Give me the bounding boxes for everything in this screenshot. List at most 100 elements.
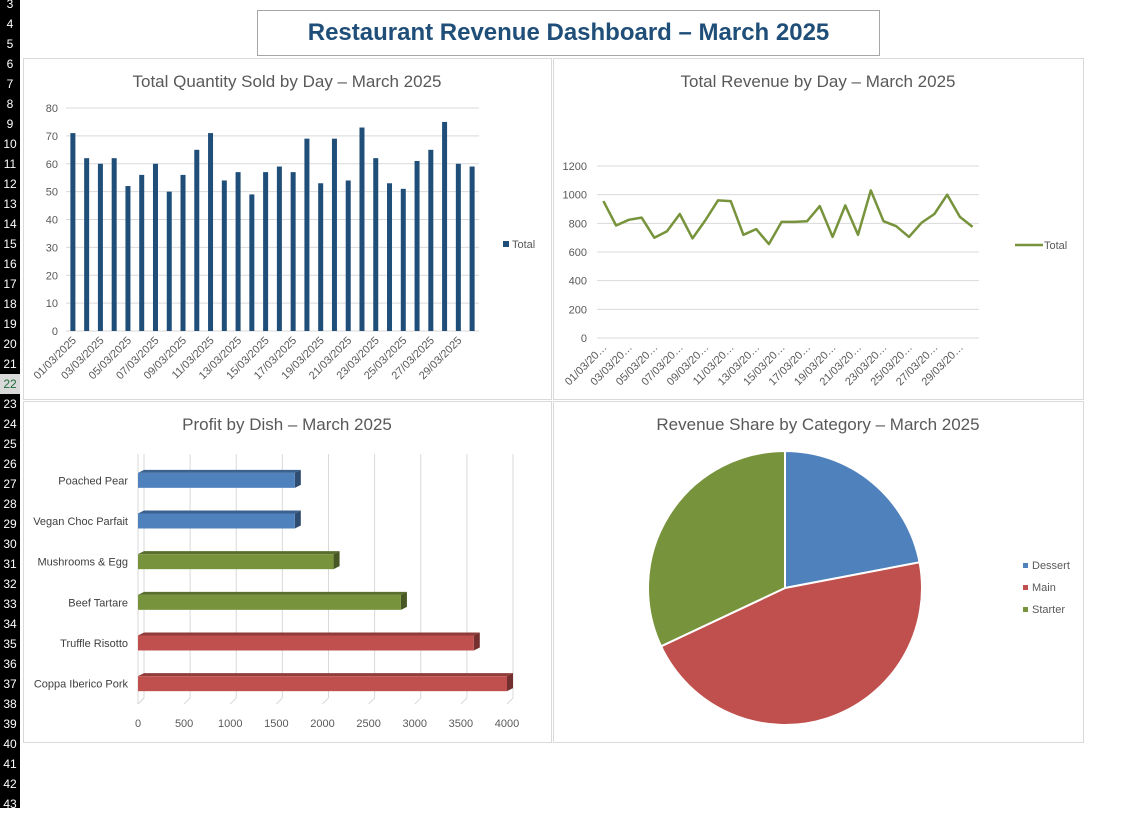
row-header-37[interactable]: 37	[3, 677, 17, 691]
category-label: Poached Pear	[58, 475, 128, 487]
row-header-15[interactable]: 15	[3, 237, 17, 251]
row-header-21[interactable]: 21	[3, 357, 17, 371]
row-header-34[interactable]: 34	[3, 617, 17, 631]
pie-slice	[659, 561, 923, 726]
row-header-27[interactable]: 27	[3, 477, 17, 491]
row-header-38[interactable]: 38	[3, 697, 17, 711]
row-header-30[interactable]: 30	[3, 537, 17, 551]
x-tick-label: 1000	[218, 718, 242, 730]
bar	[138, 673, 513, 692]
chart-title: Total Revenue by Day – March 2025	[681, 72, 956, 91]
bar	[318, 183, 324, 331]
bar	[194, 149, 200, 331]
y-tick-label: 50	[46, 187, 58, 199]
row-header-23[interactable]: 23	[3, 397, 17, 411]
y-tick-label: 80	[46, 103, 58, 115]
legend-label: Starter	[1032, 604, 1065, 616]
row-header-42[interactable]: 42	[3, 777, 17, 791]
row-header-41[interactable]: 41	[3, 757, 17, 771]
x-tick-label: 1500	[264, 718, 288, 730]
row-header-10[interactable]: 10	[3, 137, 17, 151]
legend-label: Total	[512, 239, 535, 251]
row-header-13[interactable]: 13	[3, 197, 17, 211]
row-header-35[interactable]: 35	[3, 637, 17, 651]
legend-label: Dessert	[1032, 560, 1070, 572]
gridline-floor	[506, 697, 514, 705]
row-header-7[interactable]: 7	[6, 77, 14, 91]
x-tick-label: 4000	[495, 718, 519, 730]
row-header-40[interactable]: 40	[3, 737, 17, 751]
legend-swatch	[1023, 585, 1028, 590]
row-header-26[interactable]: 26	[3, 457, 17, 471]
row-header-20[interactable]: 20	[3, 337, 17, 351]
x-tick-label: 2000	[310, 718, 334, 730]
bar	[359, 127, 365, 331]
row-header-5[interactable]: 5	[6, 37, 14, 51]
bar	[166, 191, 172, 331]
bar	[111, 158, 117, 331]
row-header-28[interactable]: 28	[3, 497, 17, 511]
chart-title: Revenue Share by Category – March 2025	[656, 415, 979, 434]
row-header-16[interactable]: 16	[3, 257, 17, 271]
row-header-43[interactable]: 43	[3, 797, 17, 811]
row-header-4[interactable]: 4	[6, 17, 14, 31]
bar	[125, 186, 131, 331]
gridline-floor	[460, 697, 468, 705]
row-header-8[interactable]: 8	[6, 97, 14, 111]
row-header-6[interactable]: 6	[6, 57, 14, 71]
legend-label: Main	[1032, 582, 1056, 594]
revenue-by-day-chart[interactable]: Total Revenue by Day – March 2025 0 200 400…	[553, 58, 1084, 400]
row-header-17[interactable]: 17	[3, 277, 17, 291]
category-label: Mushrooms & Egg	[38, 557, 128, 569]
x-tick-label: 0	[135, 718, 141, 730]
row-header-14[interactable]: 14	[3, 217, 17, 231]
y-tick-label: 0	[581, 333, 587, 345]
quantity-sold-chart[interactable]: Total Quantity Sold by Day – March 2025 0…	[23, 58, 552, 400]
row-header-19[interactable]: 19	[3, 317, 17, 331]
pie-slice	[784, 449, 921, 590]
row-header-32[interactable]: 32	[3, 577, 17, 591]
row-header-25[interactable]: 25	[3, 437, 17, 451]
row-header-3[interactable]: 3	[6, 0, 14, 11]
row-header-9[interactable]: 9	[6, 117, 14, 131]
bar	[469, 166, 475, 331]
y-tick-label: 70	[46, 131, 58, 143]
y-tick-label: 1000	[563, 190, 587, 202]
bar	[70, 133, 76, 331]
bar	[139, 174, 145, 331]
bar	[97, 163, 103, 331]
bar	[428, 149, 434, 331]
row-header-31[interactable]: 31	[3, 557, 17, 571]
row-header-18[interactable]: 18	[3, 297, 17, 311]
legend-label: Total	[1044, 240, 1067, 252]
y-tick-label: 30	[46, 242, 58, 254]
row-header-39[interactable]: 39	[3, 717, 17, 731]
bar	[235, 172, 241, 331]
row-header-36[interactable]: 36	[3, 657, 17, 671]
bar	[180, 174, 186, 331]
row-header-29[interactable]: 29	[3, 517, 17, 531]
row-header-24[interactable]: 24	[3, 417, 17, 431]
row-header-22[interactable]: 22	[0, 374, 20, 394]
y-tick-label: 600	[569, 247, 587, 259]
y-tick-label: 800	[569, 218, 587, 230]
legend-swatch	[503, 241, 509, 247]
profit-by-dish-chart[interactable]: Profit by Dish – March 2025 0 500 1000 1500 2…	[23, 401, 552, 743]
bar	[138, 510, 301, 529]
row-header-33[interactable]: 33	[3, 597, 17, 611]
bar	[263, 172, 269, 331]
bar	[331, 138, 337, 331]
x-tick-label: 500	[175, 718, 193, 730]
gridline-floor	[322, 697, 329, 705]
bar	[138, 469, 301, 488]
revenue-share-chart[interactable]: Revenue Share by Category – March 2025 De…	[553, 401, 1084, 743]
bar	[345, 180, 351, 331]
bar	[400, 188, 406, 331]
row-header-11[interactable]: 11	[3, 157, 17, 171]
row-header-12[interactable]: 12	[3, 177, 17, 191]
y-tick-label: 20	[46, 270, 58, 282]
y-tick-label: 400	[569, 276, 587, 288]
bar	[152, 163, 158, 331]
y-tick-label: 10	[46, 298, 58, 310]
y-tick-label: 200	[569, 304, 587, 316]
